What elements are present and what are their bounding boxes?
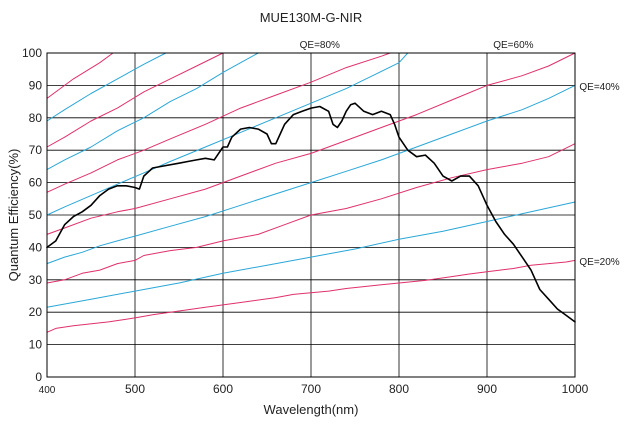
y-tick-label: 70 (29, 143, 43, 157)
x-tick-label: 600 (213, 382, 233, 396)
qe-annotation: QE=40% (579, 82, 619, 93)
chart-title: MUE130M-G-NIR (260, 10, 363, 25)
qe-reference-line (46, 84, 576, 265)
y-tick-label: 10 (29, 338, 43, 352)
x-axis-label: Wavelength(nm) (264, 402, 359, 417)
x-tick-label: 800 (389, 382, 409, 396)
qe-reference-line (46, 52, 224, 148)
y-tick-label: 20 (29, 305, 43, 319)
y-tick-label: 30 (29, 273, 43, 287)
qe-reference-line (46, 52, 391, 193)
qe-reference-line (46, 259, 576, 333)
qe-curve-line (46, 102, 576, 323)
x-tick-label: 900 (477, 382, 497, 396)
y-tick-label: 60 (29, 176, 43, 190)
plot-border (46, 52, 576, 378)
qe-reference-line (46, 143, 576, 284)
x-tick-label: 1000 (562, 382, 589, 396)
qe-reference-line (46, 52, 576, 235)
x-tick-label: 500 (125, 382, 145, 396)
qe-reference-line (46, 201, 576, 308)
qe-annotation: QE=60% (493, 40, 533, 51)
qe-annotation: QE=80% (300, 40, 340, 51)
qe-reference-line (46, 52, 409, 216)
y-axis-label: Quantum Efficiency(%) (6, 149, 21, 282)
y-tick-label: 50 (29, 208, 43, 222)
y-tick-label: 40 (29, 240, 43, 254)
x-tick-label: 400 (39, 385, 56, 396)
x-tick-label: 700 (301, 382, 321, 396)
plot-frame (46, 52, 576, 378)
y-tick-label: 80 (29, 111, 43, 125)
qe-reference-line (46, 52, 259, 171)
x-tick-labels: 400 500 600 700 800 900 1000 (39, 382, 589, 396)
y-tick-label: 90 (29, 78, 43, 92)
qe-curve-group (46, 102, 576, 323)
qe-annotation: QE=20% (579, 257, 619, 268)
qe-reference-line (46, 52, 114, 99)
qe-reference-line (46, 52, 167, 122)
y-tick-label: 100 (22, 46, 42, 60)
qe-annotations: QE=80% QE=60% QE=40% QE=20% (300, 40, 620, 268)
qe-reference-lines (46, 52, 576, 333)
y-tick-labels: 0 10 20 30 40 50 60 70 80 90 100 (22, 46, 42, 384)
y-tick-label: 0 (35, 370, 42, 384)
